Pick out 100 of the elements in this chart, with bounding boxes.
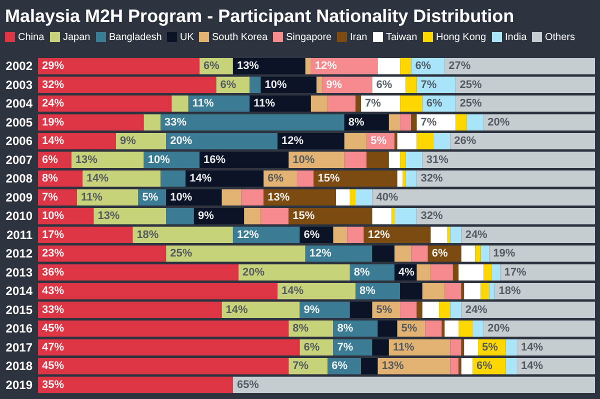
data-label: 45% [42, 360, 64, 372]
legend-label: UK [180, 32, 194, 43]
data-label: 11% [392, 341, 415, 354]
bar [400, 152, 406, 168]
data-label: 36% [42, 266, 64, 278]
y-tick-label: 2005 [6, 115, 33, 130]
data-label: 7% [420, 116, 437, 128]
data-label: 6% [476, 360, 493, 372]
data-label: 20% [242, 266, 265, 278]
y-tick-label: 2007 [6, 152, 33, 167]
bar [38, 302, 222, 318]
bar [506, 339, 518, 356]
bar [444, 282, 462, 300]
bar [484, 114, 595, 131]
bar [458, 358, 462, 374]
bar [422, 302, 440, 318]
data-label: 16% [204, 154, 226, 166]
y-tick-label: 2012 [6, 246, 33, 261]
bar [82, 170, 161, 187]
bar [250, 95, 311, 112]
data-label: 45% [42, 322, 64, 335]
legend-label: Others [545, 32, 576, 43]
y-tick-label: 2018 [6, 359, 33, 374]
bar [400, 302, 417, 318]
data-label: 8% [348, 116, 364, 128]
data-label: 24% [465, 304, 488, 316]
data-label: 7% [42, 191, 58, 204]
bar [38, 114, 144, 131]
bar [378, 358, 450, 374]
bar [333, 226, 348, 244]
bar [484, 320, 595, 337]
data-label: 15% [292, 210, 315, 222]
y-tick-label: 2014 [6, 284, 33, 298]
bar [288, 208, 372, 224]
data-label: 8% [337, 322, 354, 335]
data-label: 27% [448, 60, 471, 72]
y-tick-label: 2003 [6, 78, 33, 92]
bar [166, 245, 306, 262]
data-label: 12% [282, 135, 304, 148]
data-label: 6% [415, 60, 432, 72]
bar [484, 264, 492, 281]
bar [416, 76, 456, 94]
bar [378, 58, 400, 74]
y-tick-label: 2008 [6, 172, 33, 186]
bar [38, 264, 239, 281]
bar [316, 76, 322, 94]
data-label: 6% [426, 98, 442, 110]
bar [425, 320, 442, 337]
bar [480, 245, 490, 262]
bar [372, 189, 595, 206]
data-label: 10% [264, 78, 288, 91]
bar [475, 245, 481, 262]
legend-label: India [505, 32, 528, 43]
y-tick-label: 2002 [6, 59, 33, 74]
bar [366, 152, 389, 168]
data-label: 32% [42, 78, 64, 91]
data-label: 26% [454, 135, 476, 148]
bar [458, 320, 472, 337]
bar [430, 264, 453, 281]
bar [394, 208, 417, 224]
data-label: 6% [42, 154, 58, 166]
bar [450, 358, 459, 374]
y-tick-label: 2010 [6, 209, 33, 224]
data-label: 29% [42, 60, 64, 72]
bar [372, 208, 392, 224]
bar [38, 320, 289, 337]
data-label: 5% [142, 191, 158, 204]
data-label: 10% [170, 191, 192, 204]
data-label: 5% [482, 341, 498, 354]
bar [517, 339, 595, 356]
bar [406, 170, 417, 187]
bar [411, 114, 417, 131]
data-label: 20% [488, 322, 510, 335]
legend-label: Japan [63, 32, 90, 43]
bar [416, 264, 431, 281]
data-label: 7% [365, 98, 382, 110]
legend-label: Iran [350, 32, 368, 43]
data-label: 23% [42, 248, 64, 260]
legend-label: Singapore [286, 32, 332, 43]
legend-label: Bangladesh [109, 32, 162, 43]
bar [116, 132, 166, 150]
data-label: 14% [190, 172, 212, 185]
bar [411, 245, 428, 262]
data-label: 6% [376, 78, 392, 91]
bar [310, 95, 328, 112]
bar [388, 114, 400, 131]
bar [450, 339, 462, 356]
data-label: 13% [382, 360, 404, 372]
data-label: 14% [42, 135, 64, 148]
data-label: 20% [488, 116, 510, 128]
data-label: 19% [42, 116, 64, 128]
bar [456, 95, 595, 112]
bar [450, 226, 462, 244]
data-label: 33% [42, 304, 64, 316]
bar [458, 264, 484, 281]
bar [188, 95, 250, 112]
data-label: 14% [521, 360, 544, 372]
bar [344, 132, 367, 150]
y-tick-label: 2011 [6, 228, 33, 242]
data-label: 24% [42, 98, 64, 110]
